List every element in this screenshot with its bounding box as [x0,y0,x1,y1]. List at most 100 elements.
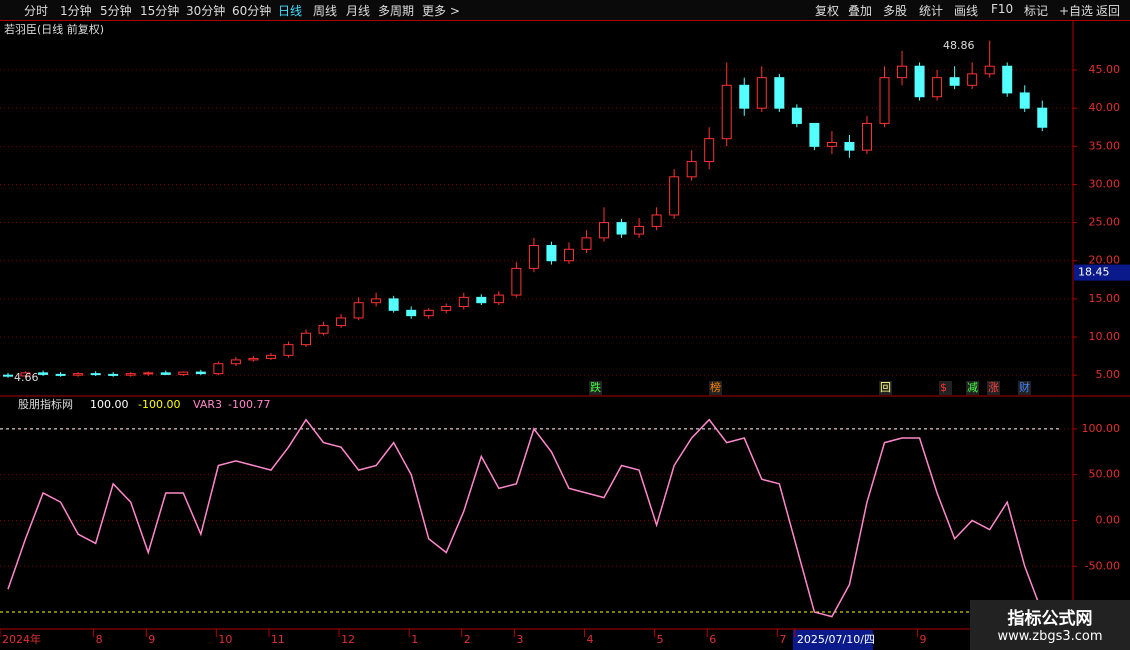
candle-body [195,371,206,375]
y-tick-label: 20.00 [1089,254,1121,267]
y-tick-label: 0.00 [1096,513,1121,526]
x-tick-label: 9 [920,633,927,646]
x-tick-label: 2025/07/10/四 [797,633,875,646]
indicator-name: 股朋指标网 [18,397,73,411]
event-marker: 回 [880,381,891,394]
candle-body [108,373,119,376]
period-button[interactable]: 5分钟 [100,4,132,18]
candle-body [879,77,890,124]
tool-button[interactable]: +自选 [1059,4,1094,18]
y-tick-label: 100.00 [1082,422,1121,435]
candle-body [704,138,715,163]
candle-body [1002,65,1013,94]
candle-body [213,363,224,375]
candle-body [809,122,820,147]
period-button[interactable]: 日线 [278,4,303,18]
event-box [966,381,979,395]
candle-body [248,357,259,361]
x-tick-label: 7 [779,633,786,646]
event-box [987,381,1000,395]
x-tick-label: 2 [464,633,471,646]
candle-body [914,65,925,98]
y-tick-label: 25.00 [1089,216,1121,229]
watermark-url: www.zbgs3.com [997,629,1103,644]
candle-body [476,296,487,304]
candle-body [125,373,136,376]
candle-body [756,77,767,109]
x-tick-label: 4 [586,633,593,646]
candle-body [423,309,434,317]
period-button[interactable]: 更多 > [422,4,460,18]
period-button[interactable]: 分时 [24,4,49,18]
y-tick-label: 5.00 [1096,368,1121,381]
candle-body [3,374,13,377]
chart-title: 若羽臣(日线 前复权) [4,22,104,36]
candle-body [73,373,84,376]
tool-button[interactable]: 叠加 [848,4,873,18]
y-tick-label: 10.00 [1089,330,1121,343]
low-label: 4.66 [14,371,39,384]
period-button[interactable]: 周线 [313,4,338,18]
y-tick-label: 45.00 [1089,63,1121,76]
chart-area: 若羽臣(日线 前复权)5.0010.0015.0020.0025.0030.00… [0,21,1130,650]
event-box [709,381,722,395]
event-box [939,381,952,395]
period-button[interactable]: 60分钟 [232,4,272,18]
tool-button[interactable]: 返回 [1096,4,1121,18]
candle-body [178,371,189,375]
period-button[interactable]: 30分钟 [186,4,226,18]
y-tick-label: 40.00 [1089,101,1121,114]
candle-body [511,267,522,296]
x-tick-label: 11 [271,633,285,646]
period-button[interactable]: 15分钟 [140,4,180,18]
tool-button[interactable]: 标记 [1024,4,1049,18]
event-marker: 涨 [988,381,999,394]
tool-button[interactable]: 画线 [954,4,979,18]
candle-body [844,142,855,151]
y-tick-label: 35.00 [1089,139,1121,152]
event-marker: 榜 [710,380,721,394]
candle-body [160,372,171,375]
tool-button[interactable]: 复权 [815,4,840,18]
candle-body [651,214,662,227]
y-tick-label: -50.00 [1085,559,1120,572]
candle-body [458,296,469,308]
y-tick-label: 15.00 [1089,292,1121,305]
candle-body [441,306,452,311]
high-label: 48.86 [943,39,975,52]
candle-body [949,77,960,86]
x-tick-label: 1 [411,633,418,646]
candle-body [546,244,557,262]
period-button[interactable]: 多周期 [378,4,415,18]
series-name: VAR3 [193,398,222,411]
candle-body [791,107,802,124]
candle-body [599,222,610,239]
period-button[interactable]: 1分钟 [60,4,92,18]
candle-body [1037,107,1048,128]
event-box [1018,381,1031,395]
candle-body [143,372,154,375]
candle-body [984,65,995,75]
candle-body [634,225,645,235]
candle-body [371,298,382,304]
watermark-title: 指标公式网 [1007,609,1093,629]
candle-body [721,84,732,140]
y-tick-label: 50.00 [1089,468,1121,481]
x-tick-label: 5 [657,633,664,646]
x-tick-label: 9 [148,633,155,646]
cursor-date-box [792,630,873,650]
tool-button[interactable]: 统计 [919,4,944,18]
x-tick-label: 12 [341,633,355,646]
tool-button[interactable]: 多股 [883,4,908,18]
tool-button[interactable]: F10 [991,2,1014,16]
period-button[interactable]: 月线 [346,4,371,18]
candle-body [1019,92,1030,109]
event-marker: 跌 [590,380,601,394]
candle-body [616,222,627,235]
x-tick-label: 10 [218,633,232,646]
candle-body [932,77,943,98]
candle-body [739,84,750,109]
candle-body [283,344,294,356]
x-tick-label: 2024年 [2,632,41,646]
